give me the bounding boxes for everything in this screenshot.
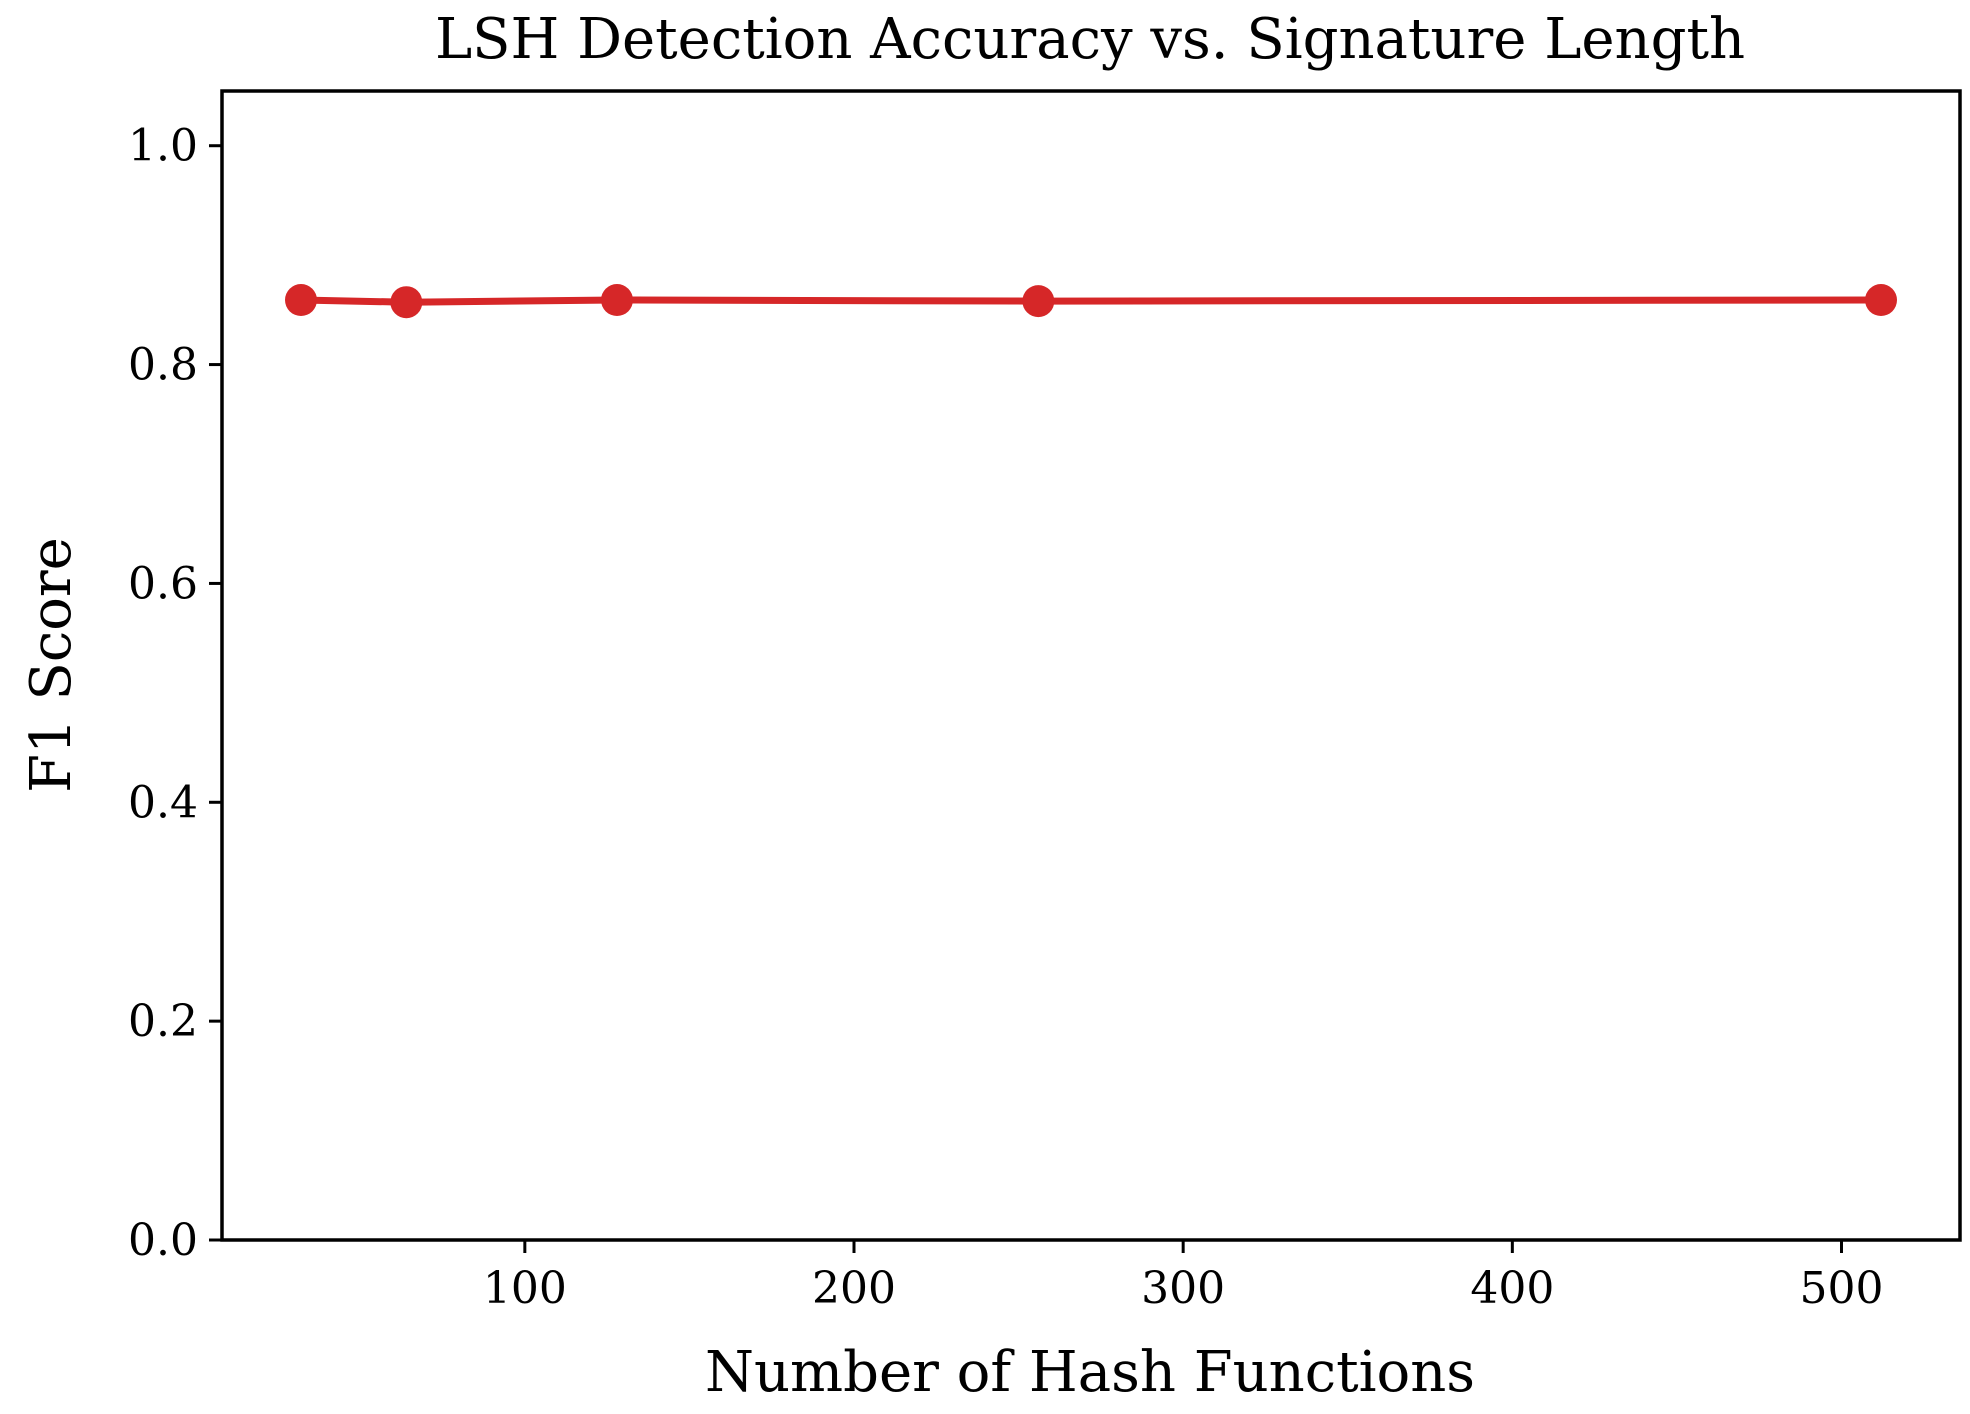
x-tick-label: 100 — [483, 1263, 567, 1314]
x-axis: 100 200 300 400 500 — [483, 1240, 1884, 1314]
series-line — [300, 296, 1882, 306]
y-axis-label: F1 Score — [19, 537, 84, 793]
data-point — [1865, 284, 1897, 317]
chart-title: LSH Detection Accuracy vs. Signature Len… — [435, 7, 1745, 72]
y-axis: 0.0 0.2 0.4 0.6 0.8 1.0 — [128, 121, 222, 1266]
series-layer — [285, 284, 1897, 319]
x-tick-label: 400 — [1470, 1263, 1554, 1314]
y-tick-label: 0.4 — [128, 777, 198, 828]
x-tick-label: 300 — [1141, 1263, 1225, 1314]
data-point — [601, 284, 633, 317]
x-tick-label: 200 — [812, 1263, 896, 1314]
data-point — [1022, 285, 1055, 318]
x-tick-label: 500 — [1800, 1263, 1884, 1314]
plot-frame — [220, 89, 1962, 1242]
y-tick-label: 1.0 — [128, 121, 198, 172]
y-tick-label: 0.2 — [128, 996, 198, 1047]
data-point — [285, 284, 317, 317]
data-point — [390, 286, 423, 319]
y-tick-label: 0.6 — [128, 558, 198, 609]
plot-area — [220, 89, 1962, 1242]
y-tick-label: 0.8 — [128, 340, 198, 391]
x-axis-label: Number of Hash Functions — [705, 1340, 1475, 1405]
y-tick-label: 0.0 — [128, 1215, 198, 1266]
